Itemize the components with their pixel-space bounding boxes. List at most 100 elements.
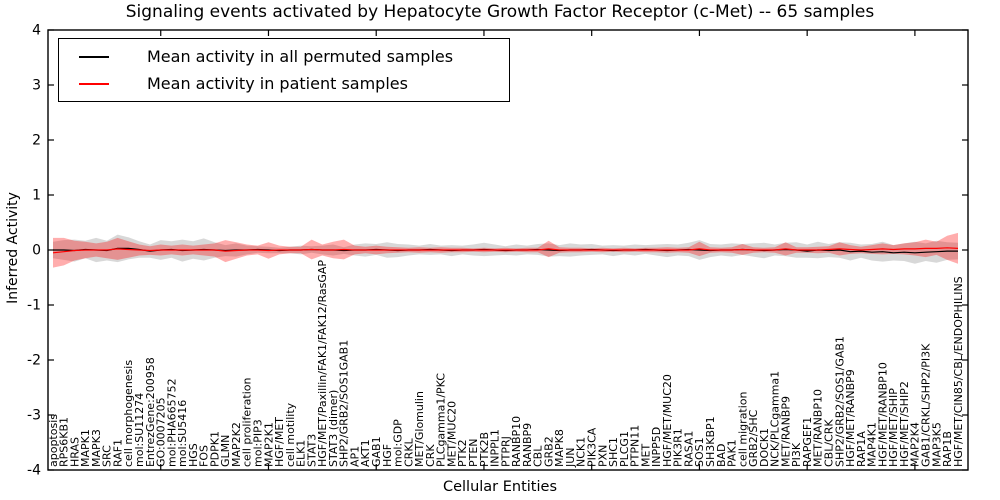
x-tick-label: PLCgamma1/PKC: [435, 373, 448, 467]
x-tick-label: cell migration: [736, 391, 749, 467]
x-tick-label: STAT3 (dimer): [327, 390, 340, 467]
y-tick-label: -4: [27, 463, 41, 479]
legend: Mean activity in all permuted samples Me…: [58, 38, 510, 102]
x-tick-label: INPP5D: [650, 427, 663, 467]
x-tick-label: RAP1B: [941, 431, 954, 467]
x-tick-label: GO:0007205: [155, 397, 168, 467]
x-tick-label: NCK/PLCgamma1: [769, 371, 782, 467]
x-tick-label: PIK3CA: [585, 427, 598, 467]
x-tick-label: FOS: [198, 445, 211, 467]
x-tick-label: ELK1: [295, 440, 308, 467]
x-tick-label: PTEN: [467, 438, 480, 467]
x-tick-label: RPS6KB1: [58, 417, 71, 467]
x-tick-label: PDPK1: [208, 431, 221, 467]
x-tick-label: MAP2K2: [230, 422, 243, 467]
legend-label-patient: Mean activity in patient samples: [147, 74, 408, 93]
x-axis-label: Cellular Entities: [442, 479, 558, 495]
x-tick-label: PXN: [596, 445, 609, 467]
x-tick-label: SHC1: [607, 437, 620, 467]
x-tick-label: MET/MUC20: [445, 401, 458, 467]
x-tick-label: CBL/CRK: [823, 419, 836, 467]
legend-line-patient-icon: [79, 82, 109, 85]
x-tick-label: STAT3: [305, 434, 318, 467]
band-permuted-activity-range: [53, 234, 958, 264]
x-tick-label: CBL: [532, 445, 545, 467]
x-tick-label: HGF: [381, 444, 394, 467]
x-tick-label: cell proliferation: [241, 377, 254, 467]
x-tick-label: HGF/MET: [273, 417, 286, 467]
x-tick-label: MAP4K1: [866, 422, 879, 467]
x-tick-label: PTPRJ: [499, 436, 512, 467]
x-tick-label: CRK: [424, 444, 437, 467]
y-tick-label: 2: [32, 133, 41, 149]
y-axis-label: Inferred Activity: [5, 192, 21, 304]
x-tick-label: MAP2K1: [262, 422, 275, 467]
x-tick-label: JUN: [564, 447, 577, 468]
y-tick-label: 1: [32, 188, 41, 204]
y-tick-label: 4: [32, 23, 41, 39]
x-tick-label: PLCG1: [618, 431, 631, 467]
x-tick-label: RAPGEF1: [801, 417, 814, 467]
x-tick-label: MAPK1: [79, 429, 92, 467]
x-tick-label: SOS1: [693, 437, 706, 467]
x-tick-label: HGF/MET/RANBP9: [844, 369, 857, 467]
chart-title: Signaling events activated by Hepatocyte…: [125, 2, 875, 22]
x-tick-label: HGF/MET/CIN85/CBL/ENDOPHILINS: [952, 276, 965, 467]
x-tick-label: NCK1: [575, 437, 588, 467]
x-tick-label: mol:GDP: [392, 419, 405, 467]
y-tick-label: -3: [27, 408, 41, 424]
x-tick-label: RASA1: [682, 431, 695, 467]
x-tick-label: mol:SU5416: [176, 400, 189, 467]
x-tick-label: GLMN: [219, 435, 232, 467]
x-tick-label: HGF/MET/SHIP2: [898, 381, 911, 467]
x-tick-label: MAP2K4: [909, 422, 922, 467]
x-tick-label: SHP2/GRB2/SOS1/GAB1: [833, 336, 846, 467]
x-tick-label: apoptosis: [47, 414, 60, 467]
x-tick-label: mol:PHA665752: [165, 378, 178, 467]
x-tick-label: HGF/MET/MUC20: [661, 374, 674, 467]
x-tick-label: HGS: [187, 443, 200, 467]
legend-label-permuted: Mean activity in all permuted samples: [147, 47, 454, 66]
y-tick-label: -1: [27, 298, 41, 314]
legend-line-permuted-icon: [79, 55, 109, 58]
series-line-patient: [52, 247, 959, 254]
x-tick-label: MAPK3: [90, 429, 103, 467]
y-tick-label: -2: [27, 353, 41, 369]
x-tick-label: SRC: [101, 445, 114, 467]
x-tick-label: MET/Glomulin: [413, 391, 426, 467]
legend-item-patient: Mean activity in patient samples: [59, 70, 509, 97]
x-tick-label: DOCK1: [758, 428, 771, 467]
x-tick-label: MET/RANBP10: [812, 389, 825, 467]
x-tick-label: PI3K: [790, 442, 803, 467]
y-tick-label: 3: [32, 78, 41, 94]
x-tick-label: HGF/MET/RANBP10: [876, 362, 889, 467]
legend-item-permuted: Mean activity in all permuted samples: [59, 43, 509, 70]
x-tick-label: RANBP9: [521, 423, 534, 467]
x-tick-label: CRKL: [402, 437, 415, 467]
x-tick-label: SH3KBP1: [704, 416, 717, 467]
x-tick-label: AP1: [348, 446, 361, 467]
x-tick-label: GAB1: [370, 436, 383, 467]
x-tick-label: MET: [639, 444, 652, 467]
y-tick-label: 0: [32, 243, 41, 259]
x-tick-label: PTK2: [456, 439, 469, 467]
x-tick-label: RAP1A: [855, 431, 868, 467]
x-tick-label: mol:SU11274: [133, 393, 146, 467]
x-tick-label: PIK3R1: [672, 428, 685, 467]
x-tick-label: GRB2: [542, 436, 555, 467]
x-tick-label: MET/RANBP9: [779, 396, 792, 467]
x-tick-label: GRB2/SHC: [747, 409, 760, 467]
x-tick-label: SHP2/GRB2/SOS1GAB1: [338, 340, 351, 467]
x-tick-label: RANBP10: [510, 416, 523, 467]
x-tick-label: AKT1: [359, 439, 372, 467]
x-tick-label: HGF/MET/Paxillin/FAK1/FAK12/RasGAP: [316, 260, 329, 467]
x-tick-label: PAK1: [726, 439, 739, 467]
x-tick-label: GAB1/CRKL/SHP2/PI3K: [919, 343, 932, 467]
x-tick-label: INPPL1: [489, 429, 502, 467]
x-tick-label: PTK2B: [478, 432, 491, 467]
x-tick-label: cell morphogenesis: [122, 360, 135, 467]
x-tick-label: HRAS: [68, 437, 81, 467]
x-tick-label: EntrezGene:200958: [144, 357, 157, 467]
